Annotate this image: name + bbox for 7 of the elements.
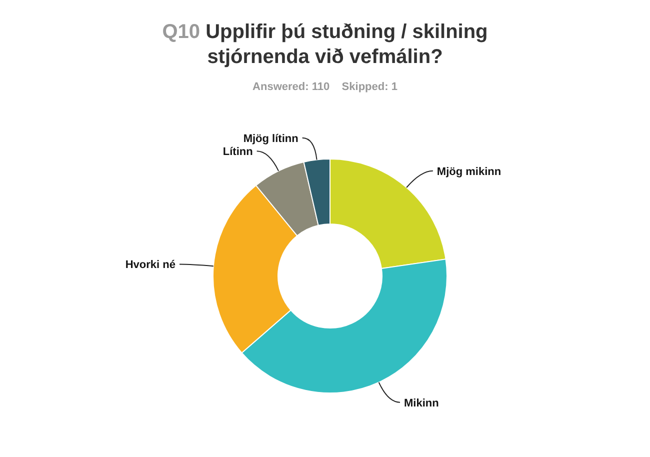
slice-label: Mikinn: [404, 397, 440, 410]
slice-label: Lítinn: [222, 146, 254, 158]
slice-label: Mjög mikinn: [436, 166, 502, 178]
chart-title: Q10 Upplifir þú stuðning / skilning stjórnenda við vefmálin?: [161, 20, 489, 70]
slice-label: Mjög lítinn: [243, 132, 299, 145]
chart-subtitle: Answered: 110 Skipped: 1: [252, 81, 398, 93]
slice-label: Hvorki né: [125, 259, 176, 272]
